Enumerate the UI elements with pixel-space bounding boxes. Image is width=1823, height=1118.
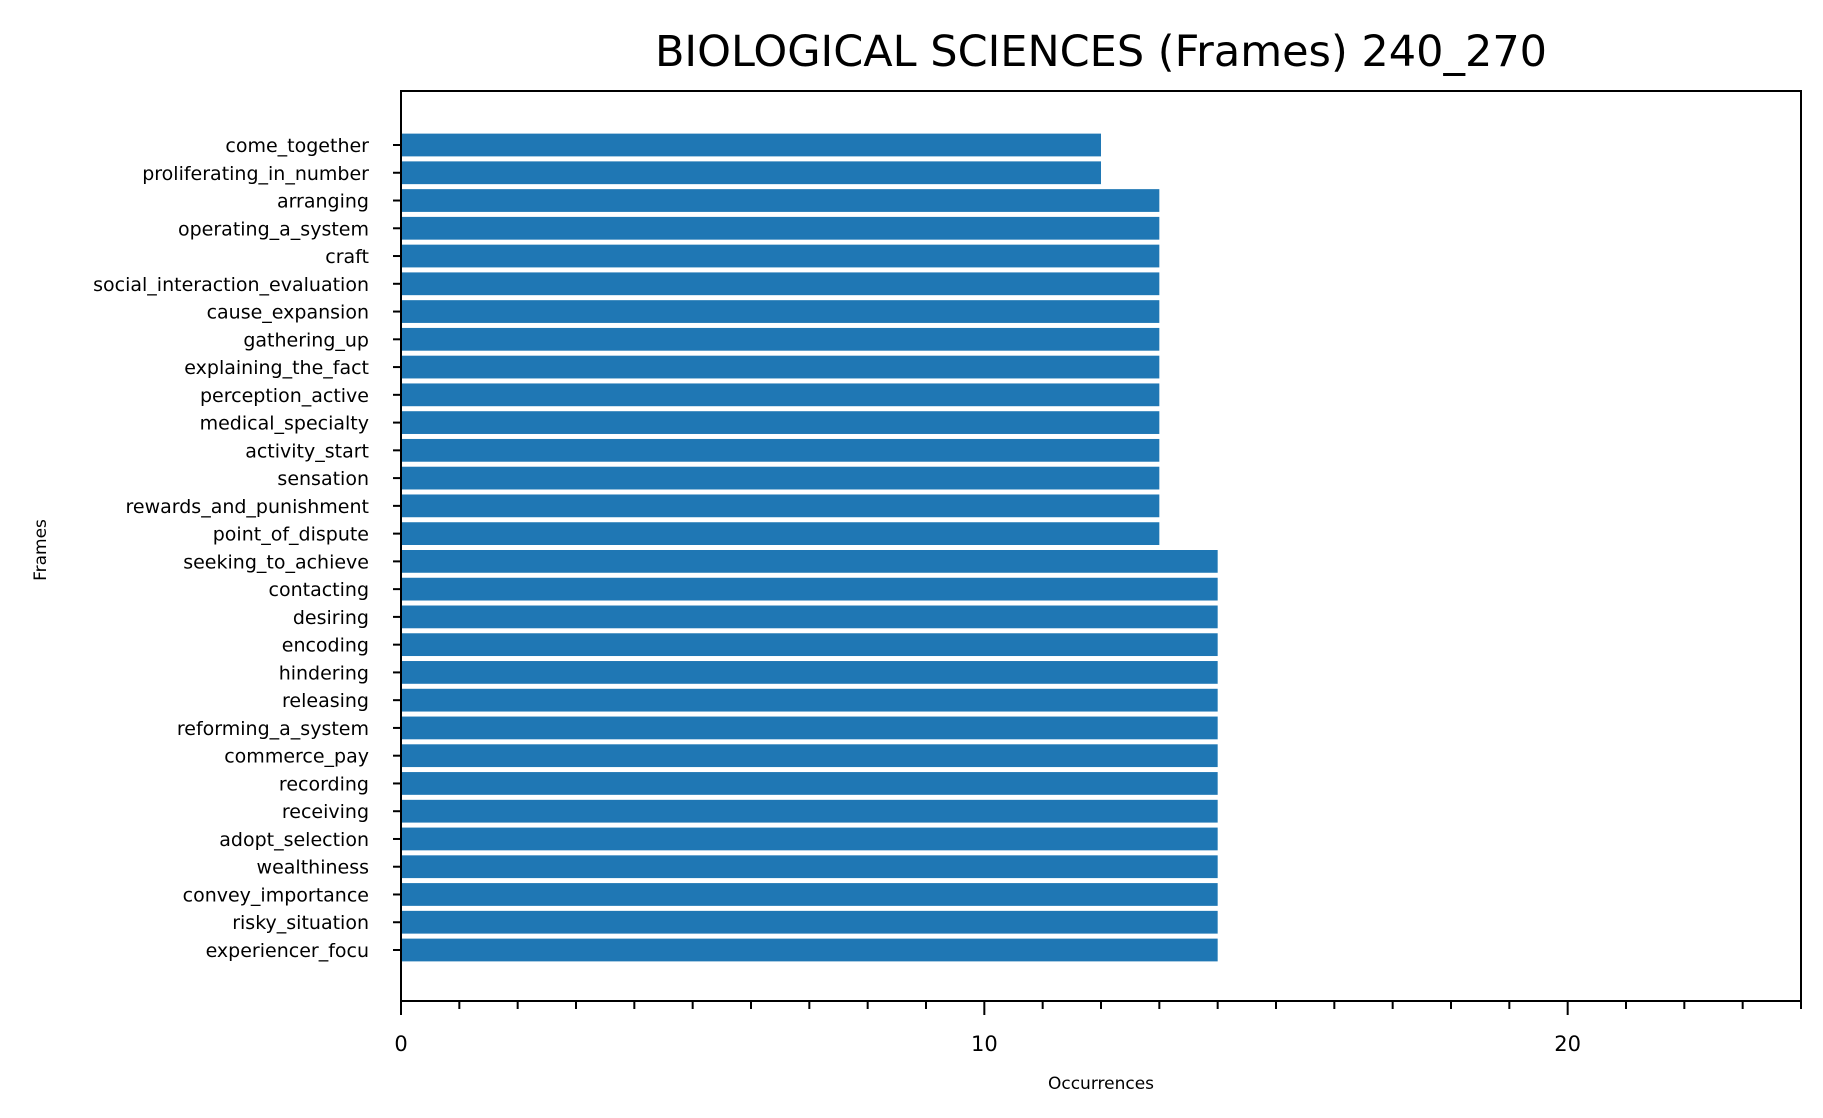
y-tick-label: activity_start — [245, 440, 369, 462]
bar-contacting — [401, 577, 1218, 601]
y-tick-label: adopt_selection — [219, 829, 369, 851]
bar-social_interaction_evaluation — [401, 272, 1160, 296]
bar-experiencer_focu — [401, 938, 1218, 962]
y-tick-label: hindering — [279, 662, 369, 684]
bar-encoding — [401, 633, 1218, 657]
bar-come_together — [401, 133, 1101, 157]
y-tick-label: contacting — [269, 579, 369, 601]
bar-craft — [401, 244, 1160, 268]
bar-risky_situation — [401, 910, 1218, 934]
bar-proliferating_in_number — [401, 161, 1101, 185]
bar-receiving — [401, 799, 1218, 823]
bar-adopt_selection — [401, 827, 1218, 851]
y-tick-label: recording — [279, 773, 369, 795]
bar-operating_a_system — [401, 216, 1160, 240]
bar-wealthiness — [401, 855, 1218, 879]
y-tick-label: come_together — [225, 135, 369, 157]
x-axis-label: Occurrences — [1048, 1074, 1154, 1094]
y-tick-label: cause_expansion — [207, 302, 369, 324]
x-tick-label: 10 — [971, 1032, 998, 1056]
y-tick-label: releasing — [282, 690, 369, 712]
plot-frame — [400, 90, 1802, 1002]
bar-sensation — [401, 466, 1160, 490]
y-tick-label: operating_a_system — [178, 218, 369, 240]
y-tick-label: perception_active — [200, 385, 369, 407]
bar-releasing — [401, 688, 1218, 712]
y-axis-label: Frames — [31, 519, 51, 581]
bar-recording — [401, 772, 1218, 795]
y-tick-label: proliferating_in_number — [142, 163, 369, 185]
bar-cause_expansion — [401, 300, 1160, 323]
y-tick-label: experiencer_focu — [206, 940, 369, 962]
y-tick-label: arranging — [277, 191, 369, 213]
x-tick-label: 20 — [1554, 1032, 1581, 1056]
bar-commerce_pay — [401, 744, 1218, 768]
y-tick-label: medical_specialty — [200, 413, 369, 435]
bars-group — [401, 133, 1218, 962]
y-tick-label: wealthiness — [257, 857, 369, 879]
y-tick-label: craft — [325, 246, 369, 268]
y-tick-label: seeking_to_achieve — [183, 551, 369, 573]
bar-gathering_up — [401, 327, 1160, 351]
y-tick-label: encoding — [282, 635, 369, 657]
y-tick-label: explaining_the_fact — [184, 357, 369, 379]
y-tick-label: gathering_up — [243, 329, 369, 351]
bar-explaining_the_fact — [401, 355, 1160, 379]
bar-convey_importance — [401, 883, 1218, 906]
x-axis-ticks: 0 10 20 — [394, 1001, 1802, 1056]
y-tick-label: sensation — [277, 468, 369, 490]
bar-activity_start — [401, 438, 1160, 462]
bar-perception_active — [401, 383, 1160, 407]
bar-reforming_a_system — [401, 716, 1218, 740]
bar-arranging — [401, 189, 1160, 212]
y-tick-label: risky_situation — [232, 912, 369, 934]
y-tick-label: point_of_dispute — [213, 524, 369, 546]
bar-rewards_and_punishment — [401, 494, 1160, 518]
chart-title: BIOLOGICAL SCIENCES (Frames) 240_270 — [655, 27, 1547, 77]
bar-seeking_to_achieve — [401, 550, 1218, 573]
x-tick-label: 0 — [394, 1032, 407, 1056]
y-axis-ticks: come_together proliferating_in_numberarra… — [93, 135, 401, 962]
y-tick-label: commerce_pay — [224, 746, 369, 768]
y-tick-label: convey_importance — [183, 884, 369, 906]
bar-hindering — [401, 661, 1218, 684]
y-tick-label: reforming_a_system — [177, 718, 369, 740]
bar-point_of_dispute — [401, 522, 1160, 545]
bar-desiring — [401, 605, 1218, 629]
y-tick-label: receiving — [282, 801, 369, 823]
y-tick-label: rewards_and_punishment — [125, 496, 369, 518]
bar-medical_specialty — [401, 411, 1160, 434]
y-tick-label: desiring — [293, 607, 369, 629]
y-tick-label: social_interaction_evaluation — [93, 274, 369, 296]
